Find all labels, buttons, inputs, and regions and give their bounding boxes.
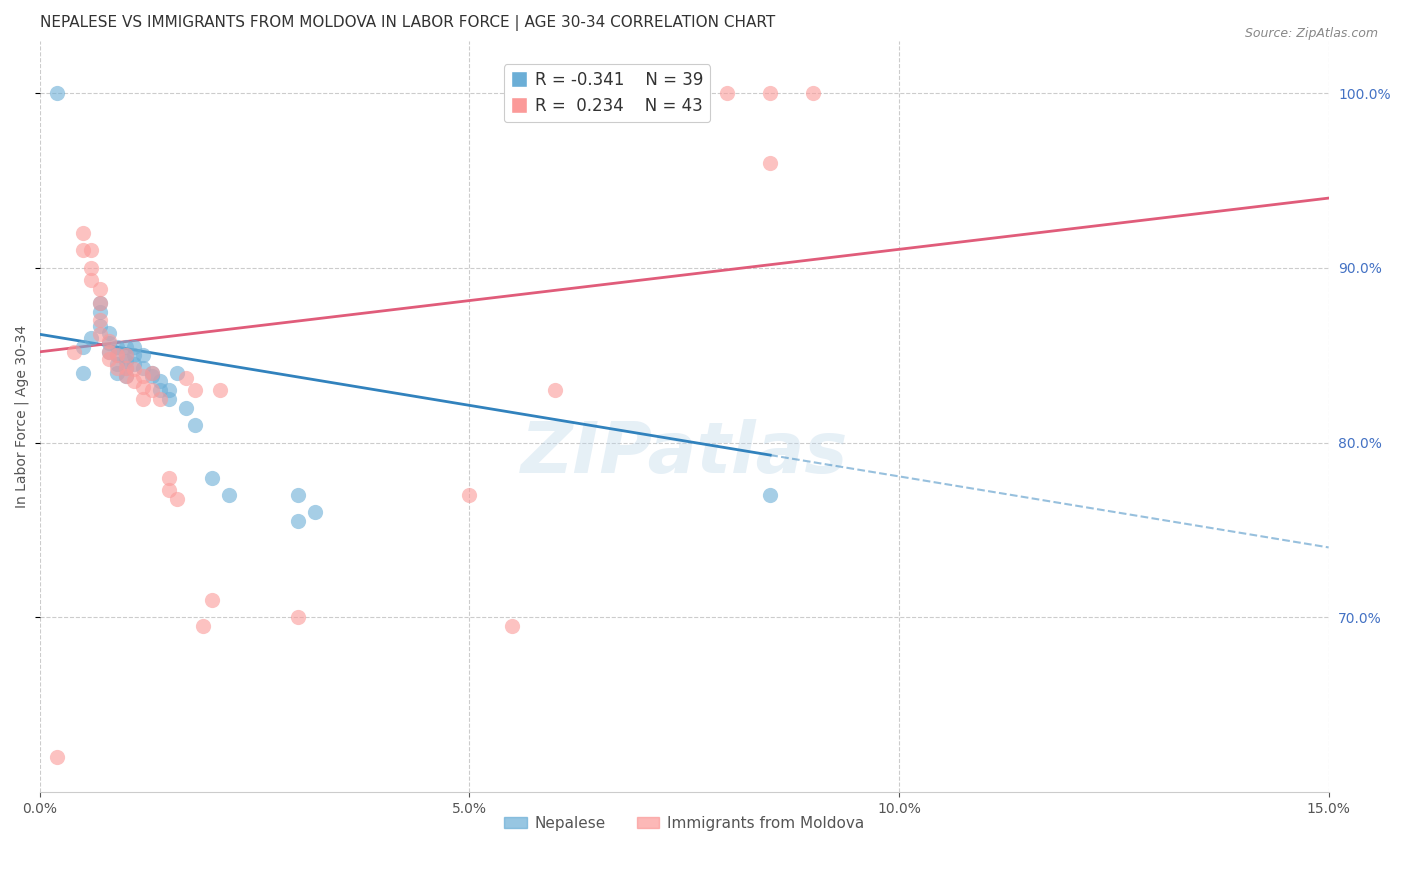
Point [114, 340, 136, 354]
Point [124, 348, 146, 362]
Point [124, 375, 146, 389]
Point [105, 360, 128, 375]
Text: ZIPatlas: ZIPatlas [520, 419, 848, 489]
Point [141, 383, 163, 397]
Point [174, 401, 197, 415]
Point [149, 375, 172, 389]
Point [157, 483, 180, 497]
Text: Source: ZipAtlas.com: Source: ZipAtlas.com [1244, 27, 1378, 40]
Point [97, 336, 120, 351]
Point [72, 226, 94, 240]
Point [759, 87, 782, 101]
Point [218, 488, 240, 502]
Point [174, 371, 197, 385]
Point [114, 348, 136, 362]
Point [89, 318, 111, 333]
Point [97, 344, 120, 359]
Point [89, 296, 111, 310]
Point [141, 366, 163, 380]
Point [759, 488, 782, 502]
Point [149, 392, 172, 406]
Point [191, 619, 214, 633]
Point [72, 340, 94, 354]
Point [166, 491, 188, 506]
Point [132, 380, 155, 394]
Text: NEPALESE VS IMMIGRANTS FROM MOLDOVA IN LABOR FORCE | AGE 30-34 CORRELATION CHART: NEPALESE VS IMMIGRANTS FROM MOLDOVA IN L… [39, 15, 775, 31]
Point [105, 348, 128, 362]
Point [149, 383, 172, 397]
Point [80, 260, 103, 275]
Point [157, 392, 180, 406]
Point [97, 334, 120, 349]
Point [97, 326, 120, 340]
Point [105, 357, 128, 371]
Point [801, 87, 824, 101]
Y-axis label: In Labor Force | Age 30-34: In Labor Force | Age 30-34 [15, 325, 30, 508]
Point [183, 383, 205, 397]
Point [105, 348, 128, 362]
Point [141, 366, 163, 380]
Point [114, 360, 136, 375]
Point [63, 344, 86, 359]
Point [287, 610, 309, 624]
Point [209, 383, 232, 397]
Point [157, 470, 180, 484]
Point [166, 366, 188, 380]
Point [132, 369, 155, 384]
Point [201, 592, 224, 607]
Point [759, 156, 782, 170]
Point [124, 362, 146, 376]
Point [304, 506, 326, 520]
Point [124, 357, 146, 371]
Point [80, 244, 103, 258]
Point [114, 348, 136, 362]
Point [287, 514, 309, 528]
Point [287, 488, 309, 502]
Point [114, 353, 136, 368]
Point [716, 87, 738, 101]
Point [89, 304, 111, 318]
Point [114, 369, 136, 384]
Point [183, 418, 205, 433]
Legend: Nepalese, Immigrants from Moldova: Nepalese, Immigrants from Moldova [498, 810, 870, 837]
Point [80, 273, 103, 287]
Point [46, 87, 69, 101]
Point [501, 619, 523, 633]
Point [72, 244, 94, 258]
Point [124, 340, 146, 354]
Point [89, 296, 111, 310]
Point [157, 383, 180, 397]
Point [105, 340, 128, 354]
Point [72, 366, 94, 380]
Point [97, 344, 120, 359]
Point [105, 366, 128, 380]
Point [141, 369, 163, 384]
Point [89, 327, 111, 342]
Point [114, 369, 136, 384]
Point [544, 383, 567, 397]
Point [80, 331, 103, 345]
Point [97, 351, 120, 366]
Point [201, 470, 224, 484]
Point [46, 750, 69, 764]
Point [114, 360, 136, 375]
Point [132, 348, 155, 362]
Point [89, 282, 111, 296]
Point [458, 488, 481, 502]
Point [132, 360, 155, 375]
Point [89, 313, 111, 327]
Point [132, 392, 155, 406]
